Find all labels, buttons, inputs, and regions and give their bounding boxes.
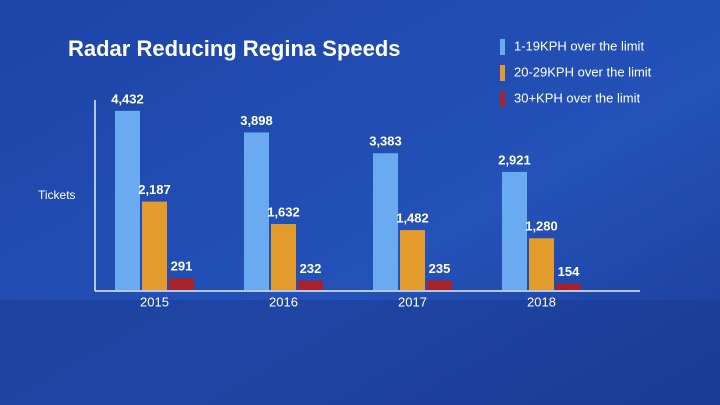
x-tick-label: 2016: [269, 294, 298, 309]
bar: [373, 153, 398, 290]
legend-swatch: [500, 65, 505, 81]
value-label: 2,187: [138, 182, 171, 197]
bar: [400, 230, 425, 290]
bar: [115, 110, 140, 290]
value-label: 1,632: [267, 204, 300, 219]
bar: [529, 238, 554, 290]
bar: [271, 224, 296, 290]
legend-label: 20-29KPH over the limit: [514, 64, 652, 79]
bar: [298, 280, 323, 290]
bar: [556, 283, 581, 290]
value-label: 3,898: [240, 113, 273, 128]
background-band: [0, 300, 720, 405]
value-label: 291: [171, 259, 193, 274]
value-label: 1,482: [396, 211, 429, 226]
value-label: 4,432: [111, 91, 144, 106]
bar: [244, 132, 269, 290]
legend-swatch: [500, 91, 505, 107]
value-label: 154: [558, 264, 580, 279]
x-tick-label: 2018: [527, 294, 556, 309]
value-label: 232: [300, 261, 322, 276]
legend-label: 1-19KPH over the limit: [514, 38, 644, 53]
chart-title: Radar Reducing Regina Speeds: [68, 36, 401, 61]
x-tick-label: 2017: [398, 294, 427, 309]
legend-swatch: [500, 39, 505, 55]
x-tick-label: 2015: [140, 294, 169, 309]
value-label: 235: [429, 261, 451, 276]
value-label: 3,383: [369, 134, 402, 149]
bar: [427, 280, 452, 290]
bar: [142, 201, 167, 290]
bar: [502, 171, 527, 290]
y-axis-label: Tickets: [38, 188, 76, 202]
legend-label: 30+KPH over the limit: [514, 90, 640, 105]
value-label: 2,921: [498, 152, 531, 167]
value-label: 1,280: [525, 219, 558, 234]
bar: [169, 278, 194, 290]
